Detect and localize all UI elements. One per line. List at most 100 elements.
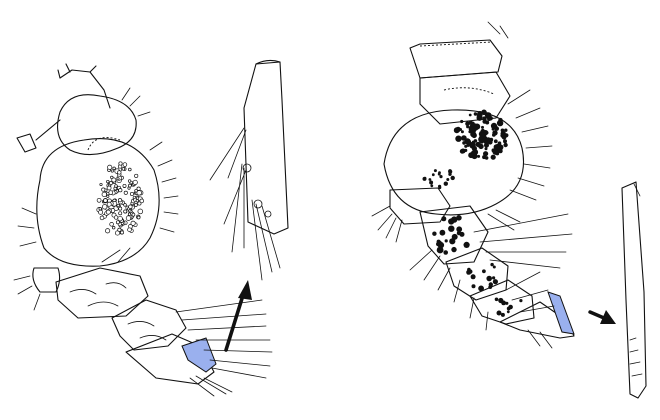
pigment-dot: [463, 241, 470, 248]
pigment-dot: [473, 112, 478, 116]
pigment-dot: [493, 144, 500, 150]
pigment-dot: [120, 230, 124, 235]
pigment-dot: [492, 130, 498, 136]
pigment-dot: [443, 250, 449, 255]
pigment-dot: [456, 226, 463, 233]
pigment-dot: [134, 173, 139, 178]
pigment-dot: [478, 135, 484, 140]
pigment-dot: [468, 126, 475, 132]
pigment-dot: [136, 215, 141, 220]
pigment-dot: [455, 135, 462, 142]
pigment-dot: [448, 172, 452, 176]
pigment-dot: [488, 282, 493, 287]
pigment-dot: [111, 177, 117, 183]
pigment-dot: [503, 139, 507, 144]
pigment-dot: [118, 188, 123, 193]
pigment-dot: [486, 275, 493, 282]
pigment-dot: [134, 188, 138, 193]
pigment-dot: [508, 304, 513, 310]
pigment-dot: [446, 178, 450, 181]
pigment-dot: [468, 113, 472, 117]
right-enlarged-segment: [621, 181, 647, 399]
pigment-dot: [471, 140, 476, 144]
pigment-dot: [505, 301, 509, 305]
pigment-dot: [470, 274, 476, 280]
pigment-dot: [437, 241, 445, 249]
pigment-dot: [114, 184, 118, 188]
pigment-dot: [115, 220, 120, 225]
pigment-dot: [106, 201, 112, 207]
pigment-dot: [497, 141, 502, 145]
pigment-dot: [453, 127, 460, 134]
pigment-dot: [116, 177, 120, 181]
pigment-dot: [490, 262, 494, 267]
pigment-dot: [432, 231, 437, 236]
pigment-dot: [482, 269, 486, 274]
pigment-dot: [428, 178, 432, 181]
pigment-dot: [112, 226, 116, 230]
left-enlarged-segment: [209, 59, 289, 281]
pigment-dot: [431, 173, 435, 177]
pigment-dot: [482, 119, 488, 124]
pigment-dot: [477, 154, 481, 158]
pigment-dot: [492, 279, 498, 285]
pigment-dot: [429, 180, 434, 185]
pigment-dot: [451, 246, 457, 253]
pigment-dot: [114, 230, 121, 236]
pigment-dot: [478, 111, 482, 115]
pigment-dot: [137, 208, 144, 215]
pigment-dot: [438, 186, 442, 190]
pigment-dot: [108, 190, 113, 195]
pigment-dot: [468, 120, 473, 125]
pigment-dot: [464, 144, 468, 148]
pigment-dot: [121, 167, 126, 171]
pigment-dot: [471, 150, 476, 156]
pigment-dot: [506, 310, 510, 314]
pigment-dot: [123, 203, 127, 207]
pigment-dot: [471, 284, 476, 289]
pigment-dot: [96, 197, 102, 203]
pigment-dot: [131, 212, 136, 217]
pigment-dot: [122, 162, 128, 167]
pigment-dot: [117, 227, 122, 232]
pigment-dot: [484, 147, 488, 151]
left-pigment-cluster: [96, 161, 145, 236]
pigment-dot: [101, 191, 107, 198]
pigment-dot: [117, 198, 123, 203]
pigment-dot: [430, 184, 434, 188]
pigment-dot: [113, 215, 119, 220]
pigment-dot: [122, 183, 127, 188]
pigment-dot: [485, 112, 492, 119]
pigment-dot: [136, 190, 142, 196]
pigment-dot: [475, 141, 481, 148]
pigment-dot: [444, 239, 448, 243]
pigment-dot: [449, 238, 456, 245]
pigment-dot: [102, 204, 108, 210]
pigment-dot: [109, 222, 114, 227]
pigment-dot: [98, 207, 102, 211]
pigment-dot: [106, 179, 110, 184]
left-panel: [13, 59, 289, 397]
pigment-dot: [496, 310, 502, 316]
right-appendage: [371, 21, 575, 349]
right-pigment-cluster: [422, 109, 523, 317]
pigment-dot: [118, 211, 123, 216]
left-highlighted-claw: [181, 337, 217, 373]
pigment-dot: [437, 172, 441, 176]
pigment-dot: [503, 142, 508, 148]
pigment-dot: [493, 139, 498, 144]
pigment-dot: [460, 119, 464, 124]
pigment-dot: [98, 209, 104, 215]
pigment-dot: [494, 297, 499, 302]
pigment-dot: [105, 228, 111, 234]
pigment-dot: [491, 148, 496, 153]
pigment-dot: [129, 191, 135, 197]
pigment-dot: [128, 183, 132, 188]
right-panel: [371, 21, 647, 399]
pigment-dot: [492, 265, 496, 269]
pigment-dot: [110, 169, 114, 173]
pigment-dot: [448, 218, 455, 225]
pigment-dot: [134, 203, 138, 207]
pigment-dot: [123, 209, 128, 214]
pigment-dot: [103, 198, 108, 203]
